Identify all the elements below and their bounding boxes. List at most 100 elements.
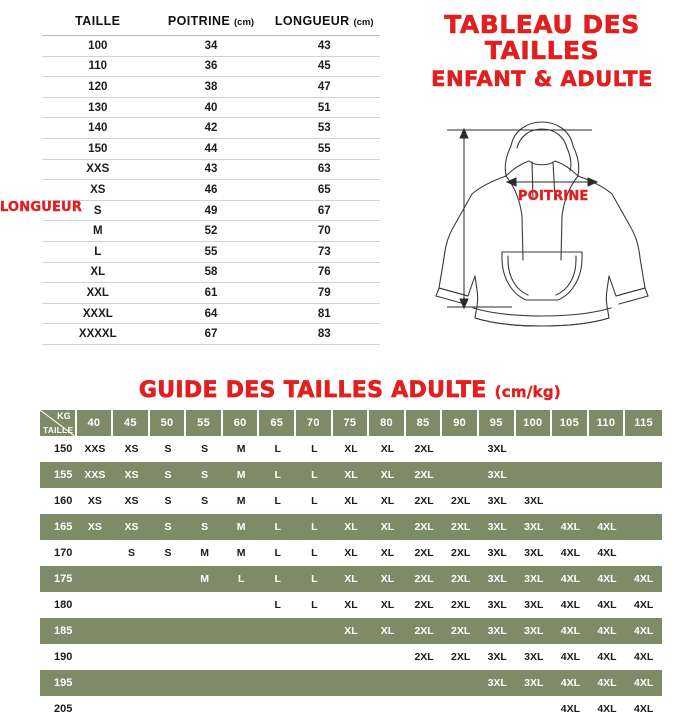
guide-row-165: 165 XS XS S S M L L XL XL 2XL 2XL 3XL 3XL 4XL 4XL bbox=[40, 514, 662, 540]
guide-cell bbox=[625, 514, 662, 540]
weight-header-80: 80 bbox=[369, 410, 406, 436]
guide-cell: XL bbox=[380, 443, 395, 455]
cell-longueur: 70 bbox=[268, 220, 380, 242]
guide-cell: 2XL bbox=[414, 547, 434, 559]
cell-taille: 100 bbox=[42, 35, 154, 57]
guide-cell: 4XL bbox=[588, 566, 626, 592]
header-poitrine-label: POITRINE bbox=[167, 14, 231, 28]
table-row: 100 34 43 bbox=[42, 35, 380, 57]
guide-cell bbox=[369, 670, 406, 696]
guide-row-190: 190 2XL 2XL 3XL 3XL 4XL 4XL 4XL bbox=[40, 644, 662, 670]
guide-cell: 2XL bbox=[451, 651, 471, 663]
guide-cell: 3XL bbox=[515, 566, 553, 592]
guide-cell: XS bbox=[124, 495, 139, 507]
hoodie-diagram bbox=[392, 100, 692, 350]
guide-cell bbox=[113, 566, 150, 592]
guide-cell bbox=[77, 540, 114, 566]
guide-cell: 3XL bbox=[524, 495, 544, 507]
guide-cell: XL bbox=[332, 566, 370, 592]
guide-cell: 2XL bbox=[442, 618, 479, 644]
cell-taille: L bbox=[42, 240, 154, 263]
guide-cell bbox=[223, 644, 260, 670]
guide-table-body: 150 XXS XS S S M L L XL XL 2XL 3XL 155 XXS XS S S M L L XL XL… bbox=[40, 436, 662, 722]
header-longueur-label: LONGUEUR bbox=[274, 14, 350, 28]
guide-cell: M bbox=[222, 462, 260, 488]
guide-cell: XL bbox=[380, 495, 395, 507]
guide-cell bbox=[222, 670, 260, 696]
guide-cell: 4XL bbox=[552, 670, 589, 696]
guide-cell bbox=[333, 644, 370, 670]
weight-header-90: 90 bbox=[442, 410, 479, 436]
height-label-170: 170 bbox=[54, 547, 73, 559]
guide-cell: XL bbox=[380, 599, 395, 611]
height-label-185: 185 bbox=[40, 618, 77, 644]
guide-cell: 4XL bbox=[597, 599, 617, 611]
height-label-165: 165 bbox=[40, 514, 77, 540]
guide-cell: XS bbox=[113, 462, 150, 488]
size-table: TAILLE POITRINE (cm) LONGUEUR (cm) 100 34… bbox=[42, 10, 380, 345]
guide-row-170: 170 S S M M L L XL XL 2XL 2XL 3XL 3XL 4XL 4XL bbox=[40, 540, 662, 566]
guide-cell: 2XL bbox=[414, 495, 434, 507]
table-row: 150 44 55 bbox=[42, 137, 380, 160]
guide-cell: 3XL bbox=[487, 651, 507, 663]
weight-header-110: 110 bbox=[588, 410, 626, 436]
guide-cell bbox=[588, 462, 626, 488]
guide-cell bbox=[113, 592, 150, 618]
guide-header-row: KG TAILLE 40 45 50 55 60 65 70 75 80 85 90 95 100 105… bbox=[40, 410, 662, 436]
weight-header-115: 115 bbox=[625, 410, 662, 436]
guide-cell bbox=[625, 436, 662, 462]
main-title-line1: TABLEAU DES TAILLES bbox=[444, 10, 640, 66]
guide-cell bbox=[186, 670, 223, 696]
guide-cell: 3XL bbox=[515, 618, 553, 644]
cell-taille: XXS bbox=[42, 158, 154, 180]
cell-longueur: 53 bbox=[268, 117, 380, 139]
guide-cell bbox=[552, 488, 589, 514]
header-poitrine-unit: (cm) bbox=[234, 17, 255, 28]
guide-cell: 2XL bbox=[451, 599, 471, 611]
guide-cell: XL bbox=[369, 514, 406, 540]
corner-taille-label: TAILLE bbox=[43, 425, 74, 435]
guide-cell: L bbox=[259, 462, 297, 488]
cell-longueur: 79 bbox=[268, 282, 380, 304]
cell-taille: XXL bbox=[42, 282, 154, 304]
guide-cell bbox=[186, 618, 223, 644]
guide-table-head: KG TAILLE 40 45 50 55 60 65 70 75 80 85 90 95 100 105… bbox=[40, 410, 662, 436]
guide-cell: L bbox=[296, 462, 333, 488]
guide-cell: 3XL bbox=[524, 651, 544, 663]
guide-cell bbox=[296, 618, 333, 644]
guide-cell: XL bbox=[380, 547, 395, 559]
cell-taille: XL bbox=[42, 261, 154, 283]
longueur-label: LONGUEUR bbox=[0, 200, 83, 215]
guide-cell: 4XL bbox=[560, 599, 581, 611]
header-longueur-unit: (cm) bbox=[353, 17, 374, 28]
table-row: XXXL 64 81 bbox=[42, 302, 380, 324]
hoodie-illustration bbox=[435, 121, 649, 327]
guide-cell: S bbox=[149, 514, 187, 540]
weight-header-75: 75 bbox=[332, 410, 370, 436]
weight-header-105: 105 bbox=[552, 410, 589, 436]
guide-cell: 3XL bbox=[478, 566, 516, 592]
guide-cell: L bbox=[296, 514, 333, 540]
cell-poitrine: 46 bbox=[153, 179, 269, 201]
guide-cell: M bbox=[186, 566, 223, 592]
guide-cell bbox=[259, 670, 297, 696]
guide-cell: S bbox=[186, 462, 223, 488]
table-row: XXS 43 63 bbox=[42, 158, 380, 180]
guide-cell: 4XL bbox=[552, 566, 589, 592]
cell-poitrine: 67 bbox=[153, 323, 269, 345]
guide-cell: XL bbox=[344, 495, 358, 507]
guide-cell bbox=[516, 436, 553, 462]
cell-poitrine: 55 bbox=[153, 240, 269, 263]
guide-cell bbox=[150, 644, 187, 670]
guide-cell: L bbox=[259, 566, 297, 592]
guide-title-unit: (cm/kg) bbox=[494, 383, 562, 401]
main-title-line2: ENFANT & ADULTE bbox=[431, 66, 653, 91]
guide-cell: XL bbox=[344, 547, 358, 559]
guide-cell: XL bbox=[332, 514, 370, 540]
corner-cell: KG TAILLE bbox=[40, 410, 77, 436]
cell-longueur: 55 bbox=[268, 137, 380, 160]
table-row: 110 36 45 bbox=[42, 55, 380, 77]
guide-cell: 4XL bbox=[552, 618, 589, 644]
table-row: XXXXL 67 83 bbox=[42, 323, 380, 345]
table-row: XXL 61 79 bbox=[42, 282, 380, 304]
